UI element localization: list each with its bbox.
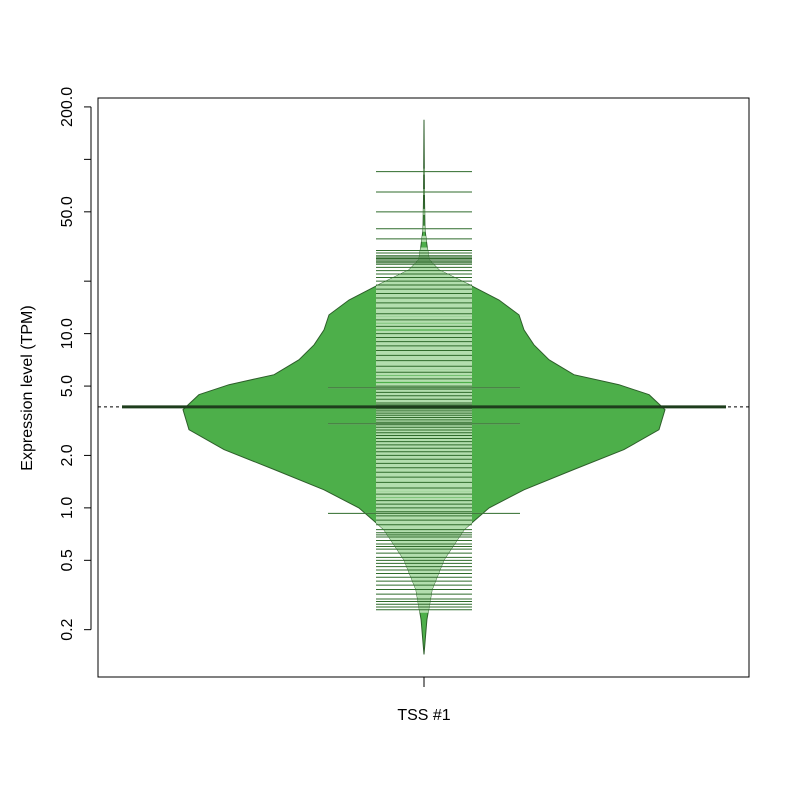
y-tick-label: 50.0 xyxy=(59,196,76,227)
y-tick-label: 5.0 xyxy=(59,375,76,397)
x-tick-label: TSS #1 xyxy=(397,707,450,724)
y-axis-label: Expression level (TPM) xyxy=(19,305,36,470)
y-tick-label: 10.0 xyxy=(59,318,76,349)
y-tick-label: 1.0 xyxy=(59,497,76,519)
y-tick-label: 200.0 xyxy=(59,87,76,127)
y-tick-label: 2.0 xyxy=(59,444,76,466)
y-tick-label: 0.5 xyxy=(59,549,76,571)
y-tick-label: 0.2 xyxy=(59,618,76,640)
